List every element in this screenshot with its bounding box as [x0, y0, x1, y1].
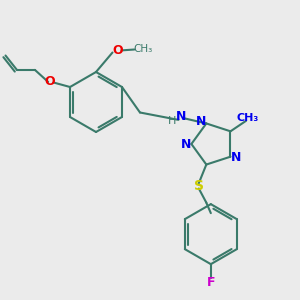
Text: F: F: [207, 276, 215, 289]
Text: N: N: [231, 151, 241, 164]
Text: O: O: [112, 44, 123, 58]
Text: O: O: [45, 75, 55, 88]
Text: N: N: [196, 116, 206, 128]
Text: H: H: [168, 116, 176, 126]
Text: N: N: [181, 137, 191, 151]
Text: S: S: [194, 178, 204, 193]
Text: CH₃: CH₃: [133, 44, 152, 55]
Text: N: N: [176, 110, 186, 123]
Text: CH₃: CH₃: [236, 113, 259, 123]
